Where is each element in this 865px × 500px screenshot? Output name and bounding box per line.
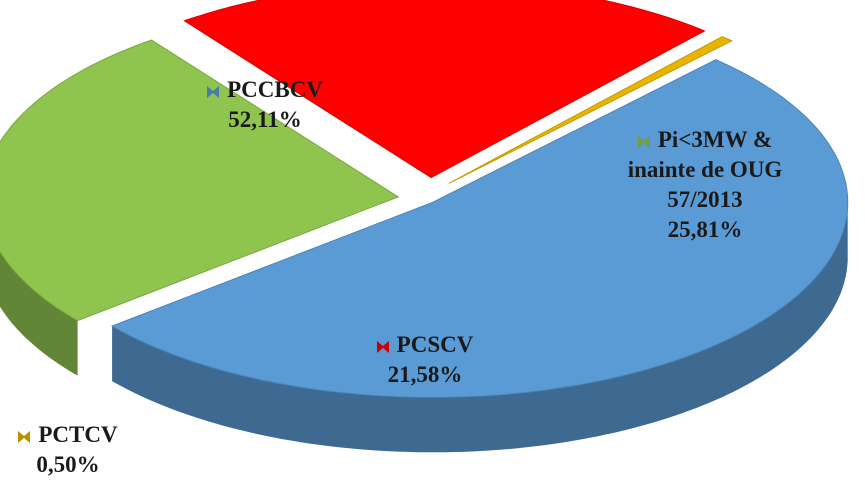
legend-key-shape	[637, 135, 650, 148]
category-label: PCCBCV	[227, 77, 323, 102]
category-label: Pi<3MW & inainte de OUG 57/2013	[627, 127, 783, 212]
category-label: PCSCV	[396, 332, 474, 357]
value-label: 52,11%	[228, 107, 302, 132]
slice	[448, 36, 733, 184]
legend-key	[637, 135, 650, 148]
legend-key	[376, 340, 389, 353]
slice-side	[112, 202, 848, 453]
value-label: 21,58%	[387, 362, 463, 387]
data-label: PCSCV 21,58%	[325, 330, 525, 390]
slice-side	[0, 251, 78, 376]
value-label: 0,50%	[36, 452, 100, 477]
legend-key	[207, 85, 220, 98]
slice	[110, 59, 849, 398]
category-label: PCTCV	[38, 422, 118, 447]
legend-key-shape	[207, 85, 220, 98]
data-label: PCCBCV 52,11%	[175, 75, 355, 135]
data-label: PCTCV 0,50%	[0, 420, 138, 480]
data-label: Pi<3MW & inainte de OUG 57/2013 25,81%	[605, 125, 805, 245]
slice	[183, 0, 706, 179]
slice	[0, 39, 400, 322]
legend-key-shape	[18, 430, 31, 443]
legend-key	[18, 430, 31, 443]
legend-key-shape	[376, 340, 389, 353]
value-label: 25,81%	[667, 217, 743, 242]
